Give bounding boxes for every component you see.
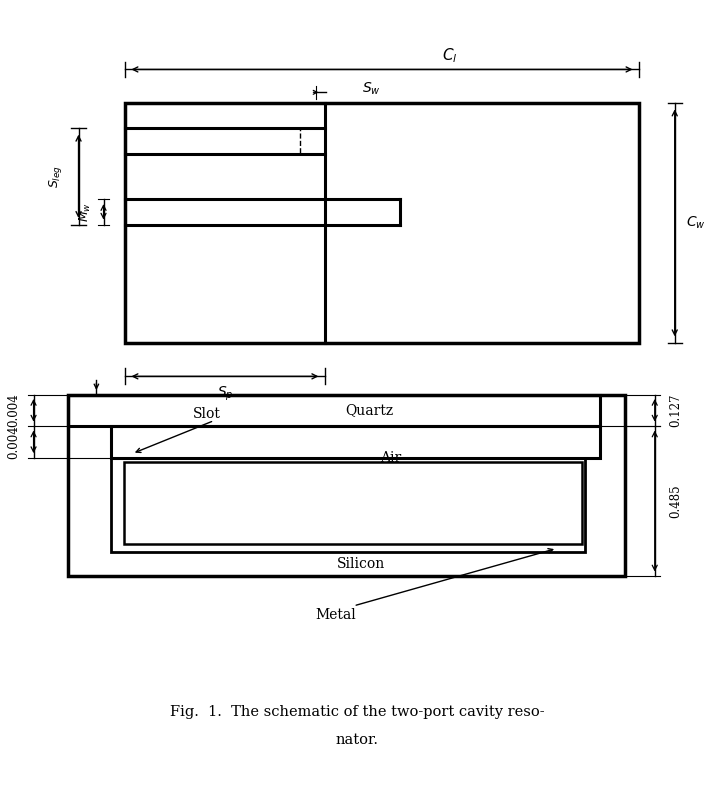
Text: Quartz: Quartz <box>346 403 393 417</box>
Text: $S_p$: $S_p$ <box>216 384 233 403</box>
Bar <box>68 394 625 576</box>
Bar <box>111 426 600 458</box>
Bar <box>125 103 639 343</box>
Text: 0.485: 0.485 <box>670 484 683 518</box>
Bar <box>68 394 600 426</box>
Text: $C_l$: $C_l$ <box>442 46 458 65</box>
Bar <box>300 128 325 154</box>
Text: $S_w$: $S_w$ <box>362 80 381 96</box>
Text: $S_{leg}$: $S_{leg}$ <box>47 165 64 188</box>
Text: 0.004: 0.004 <box>7 394 20 427</box>
Text: Metal: Metal <box>315 608 356 623</box>
Text: nator.: nator. <box>336 733 378 747</box>
Bar <box>111 458 585 552</box>
Text: Air: Air <box>381 451 401 465</box>
Text: $C_w$: $C_w$ <box>686 215 706 231</box>
Text: Silicon: Silicon <box>336 557 385 571</box>
Text: Fig.  1.  The schematic of the two-port cavity reso-: Fig. 1. The schematic of the two-port ca… <box>170 705 544 719</box>
Text: 0.004: 0.004 <box>7 425 20 458</box>
Bar <box>124 462 582 544</box>
Text: 0.127: 0.127 <box>670 394 683 427</box>
Text: $M_w$: $M_w$ <box>78 202 94 222</box>
Text: Slot: Slot <box>193 407 221 421</box>
